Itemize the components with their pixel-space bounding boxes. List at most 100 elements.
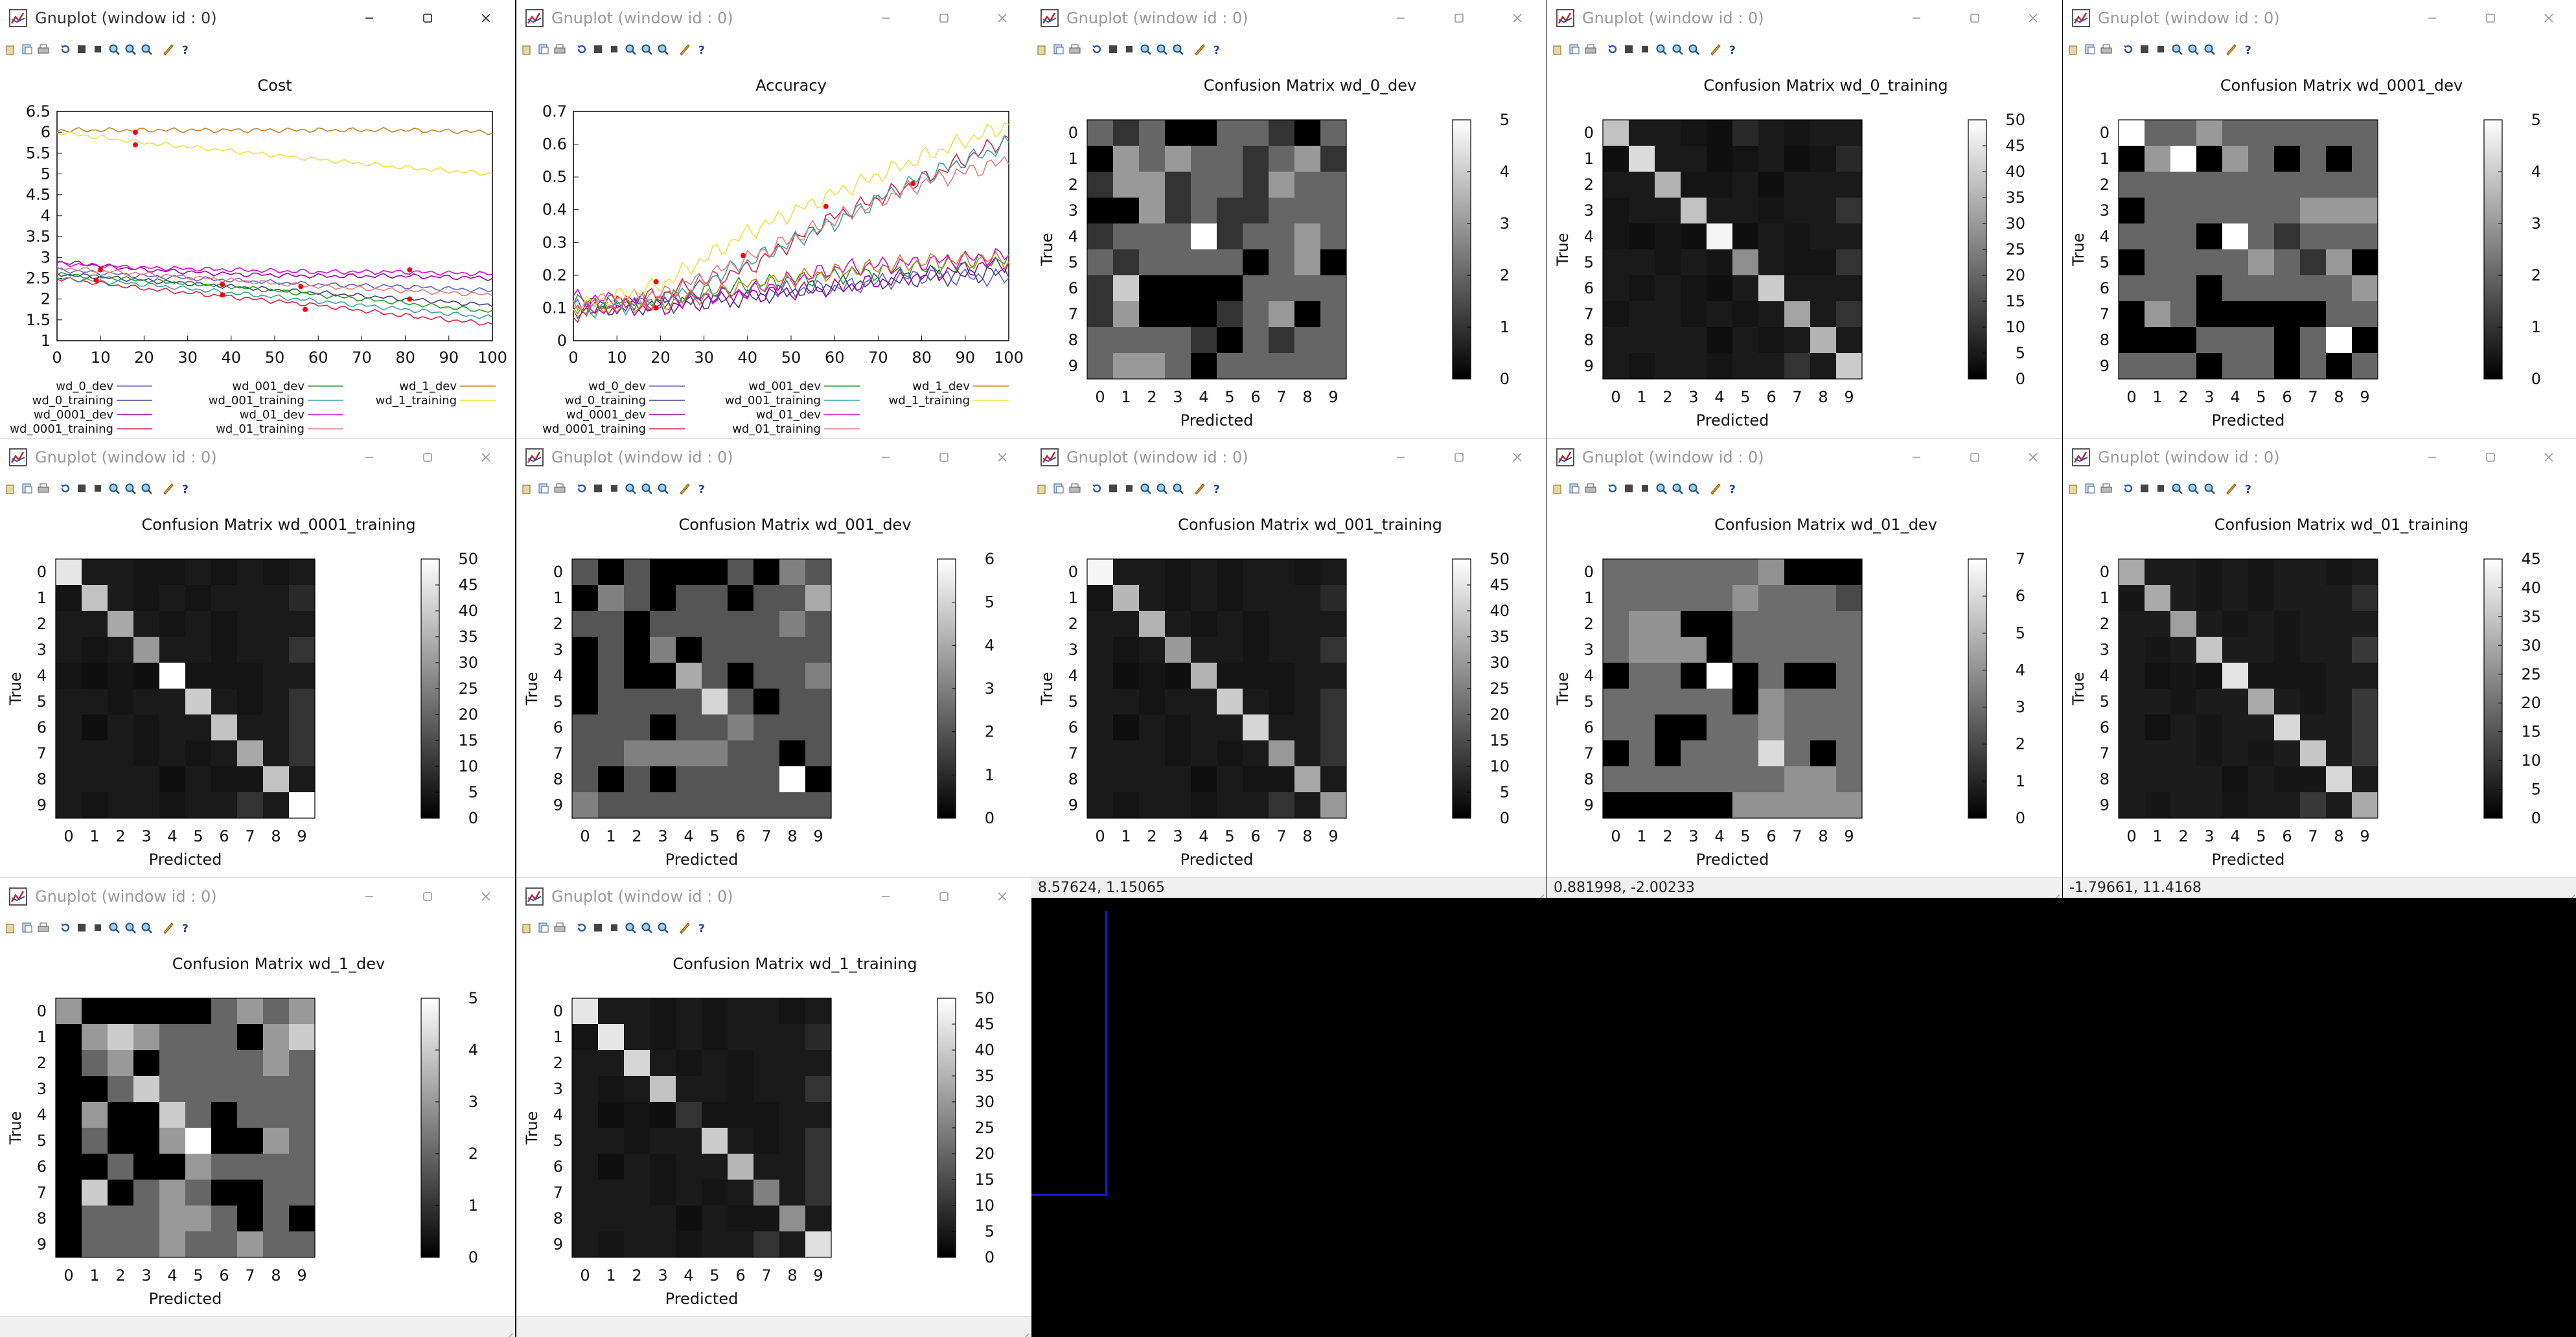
printer-button[interactable] [36,481,51,496]
ruler-button[interactable] [1193,42,1207,56]
plot-area[interactable]: Confusion Matrix wd_1_training 0 1 2 3 4 5 6 7 8 9… [516,941,1031,1316]
title-bar[interactable]: Gnuplot (window id : 0) [516,878,1031,915]
replot-button[interactable] [2121,481,2135,496]
printer-button[interactable] [553,481,567,496]
help-button[interactable]: ? [178,42,192,56]
resize-grip[interactable] [1020,1327,1029,1337]
copy-button[interactable] [4,920,18,935]
title-bar[interactable]: Gnuplot (window id : 0) [1547,439,2062,475]
grid-button[interactable] [1106,42,1120,56]
help-button[interactable]: ? [1725,481,1739,496]
minimize-button[interactable] [340,0,398,36]
maximize-button[interactable] [1946,439,2004,475]
autoscale-button[interactable] [1171,42,1185,56]
help-button[interactable]: ? [1209,42,1223,56]
resize-grip[interactable] [2567,887,2576,898]
minimize-button[interactable] [340,439,398,475]
ruler-button[interactable] [2224,42,2238,56]
minimize-button[interactable] [1372,0,1430,36]
resize-grip[interactable] [1535,887,1545,898]
ruler-button[interactable] [161,920,176,935]
plot-area[interactable]: Confusion Matrix wd_001_training 0 1 2 3 4 5 6 7… [1031,501,1547,877]
title-bar[interactable]: Gnuplot (window id : 0) [2063,439,2576,475]
print-button[interactable] [536,481,551,496]
scale-button[interactable] [2154,481,2168,496]
zoom-next-button[interactable] [639,481,654,496]
printer-button[interactable] [36,42,51,56]
minimize-button[interactable] [1372,439,1430,475]
help-button[interactable]: ? [694,42,708,56]
zoom-previous-button[interactable] [1138,42,1153,56]
scale-button[interactable] [1122,481,1136,496]
gnuplot-window[interactable]: Gnuplot (window id : 0)? Confusion Matrix… [516,878,1031,1337]
scale-button[interactable] [607,481,621,496]
help-button[interactable]: ? [1209,481,1223,496]
help-button[interactable]: ? [178,481,192,496]
grid-button[interactable] [2137,481,2152,496]
autoscale-button[interactable] [139,481,154,496]
autoscale-button[interactable] [656,42,670,56]
printer-button[interactable] [1583,481,1598,496]
maximize-button[interactable] [915,439,973,475]
replot-button[interactable] [575,42,589,56]
minimize-button[interactable] [340,878,398,915]
gnuplot-window[interactable]: Gnuplot (window id : 0)? Accuracy 0 10 20 30 4… [516,0,1031,459]
autoscale-button[interactable] [656,481,670,496]
print-button[interactable] [1052,42,1066,56]
printer-button[interactable] [1583,42,1598,56]
zoom-next-button[interactable] [123,481,137,496]
maximize-button[interactable] [915,0,973,36]
zoom-previous-button[interactable] [1654,42,1668,56]
zoom-previous-button[interactable] [623,920,638,935]
replot-button[interactable] [58,920,73,935]
help-button[interactable]: ? [2240,42,2255,56]
minimize-button[interactable] [857,878,915,915]
printer-button[interactable] [36,920,51,935]
ruler-button[interactable] [678,42,692,56]
zoom-previous-button[interactable] [2170,42,2184,56]
copy-button[interactable] [520,920,535,935]
grid-button[interactable] [591,920,605,935]
maximize-button[interactable] [398,0,457,36]
autoscale-button[interactable] [1686,481,1701,496]
replot-button[interactable] [58,42,73,56]
replot-button[interactable] [1090,42,1104,56]
scale-button[interactable] [1122,42,1136,56]
replot-button[interactable] [575,481,589,496]
print-button[interactable] [2083,481,2097,496]
grid-button[interactable] [1106,481,1120,496]
maximize-button[interactable] [915,878,973,915]
replot-button[interactable] [1090,481,1104,496]
ruler-button[interactable] [161,42,176,56]
print-button[interactable] [20,481,34,496]
zoom-previous-button[interactable] [107,42,121,56]
copy-button[interactable] [520,481,535,496]
autoscale-button[interactable] [139,920,154,935]
autoscale-button[interactable] [2202,481,2216,496]
gnuplot-window[interactable]: Gnuplot (window id : 0)? Confusion Matrix… [1547,439,2062,898]
close-button[interactable] [1488,0,1547,36]
title-bar[interactable]: Gnuplot (window id : 0) [1031,0,1547,36]
minimize-button[interactable] [1887,439,1946,475]
minimize-button[interactable] [1887,0,1946,36]
grid-button[interactable] [591,481,605,496]
ruler-button[interactable] [161,481,176,496]
close-button[interactable] [973,439,1031,475]
copy-button[interactable] [2067,481,2081,496]
autoscale-button[interactable] [2202,42,2216,56]
replot-button[interactable] [1605,42,1620,56]
scale-button[interactable] [1638,481,1652,496]
plot-area[interactable]: Confusion Matrix wd_01_training 0 1 2 3 4 5 6 7 8… [2063,501,2576,877]
ruler-button[interactable] [1708,481,1723,496]
zoom-next-button[interactable] [1155,42,1169,56]
zoom-previous-button[interactable] [1654,481,1668,496]
plot-area[interactable]: Accuracy 0 10 20 30 40 50 60 70 80 90 100 0 0.1 0.2 0.3… [516,62,1031,438]
close-button[interactable] [2004,0,2062,36]
copy-button[interactable] [520,42,535,56]
print-button[interactable] [536,42,551,56]
printer-button[interactable] [1068,42,1082,56]
